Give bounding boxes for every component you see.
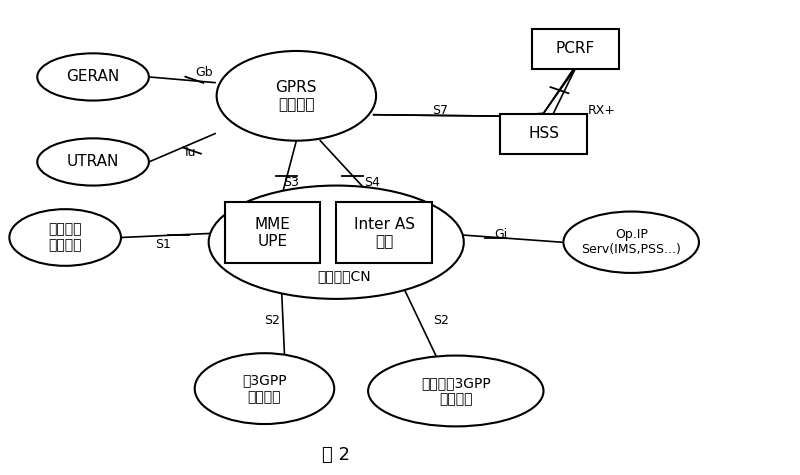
Text: S2: S2 (265, 314, 280, 327)
Text: 图 2: 图 2 (322, 446, 350, 464)
Text: 演进分组CN: 演进分组CN (318, 269, 371, 283)
Text: S3: S3 (283, 176, 298, 189)
Text: Inter AS
锐点: Inter AS 锐点 (354, 217, 414, 249)
Text: Gi: Gi (494, 228, 507, 241)
Ellipse shape (217, 51, 376, 141)
Text: GPRS
核心网络: GPRS 核心网络 (276, 80, 317, 112)
Bar (500, 114, 587, 154)
Text: RX+: RX+ (587, 104, 615, 117)
Ellipse shape (209, 186, 464, 299)
Text: 非3GPP
接入网络: 非3GPP 接入网络 (242, 373, 286, 404)
Text: HSS: HSS (528, 126, 559, 141)
Text: Gb: Gb (195, 66, 213, 79)
Text: S7: S7 (432, 104, 448, 116)
Bar (225, 202, 320, 264)
Bar (531, 28, 619, 69)
Ellipse shape (563, 211, 699, 273)
Ellipse shape (38, 53, 149, 101)
Ellipse shape (10, 209, 121, 266)
Text: 演进无线
接入网络: 演进无线 接入网络 (49, 222, 82, 253)
Text: MME
UPE: MME UPE (254, 217, 290, 249)
Text: S2: S2 (434, 314, 450, 327)
Text: S1: S1 (155, 238, 171, 251)
Text: GERAN: GERAN (66, 69, 120, 85)
Text: PCRF: PCRF (556, 41, 595, 56)
Text: Iu: Iu (185, 145, 196, 159)
Text: 无线局域3GPP
接入网络: 无线局域3GPP 接入网络 (421, 376, 490, 406)
Bar (336, 202, 432, 264)
Text: Op.IP
Serv(IMS,PSS...): Op.IP Serv(IMS,PSS...) (582, 228, 681, 256)
Ellipse shape (368, 356, 543, 427)
Ellipse shape (194, 353, 334, 424)
Text: S4: S4 (364, 176, 380, 189)
Ellipse shape (38, 138, 149, 186)
Text: UTRAN: UTRAN (67, 154, 119, 170)
